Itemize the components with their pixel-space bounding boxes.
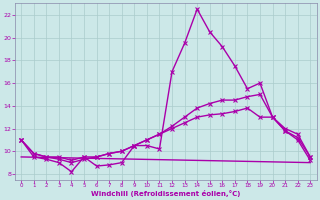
X-axis label: Windchill (Refroidissement éolien,°C): Windchill (Refroidissement éolien,°C)	[91, 190, 240, 197]
